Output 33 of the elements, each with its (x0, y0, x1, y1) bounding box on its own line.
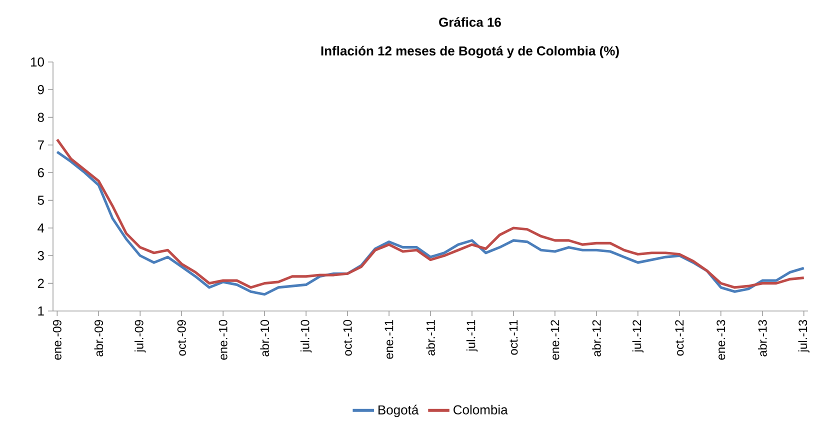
chart-title: Gráfica 16 (439, 17, 501, 27)
y-tick-label: 2 (38, 278, 44, 288)
y-tick-label: 9 (38, 85, 44, 94)
x-tick-label: abr.-09 (94, 320, 104, 356)
y-tick-label: 3 (38, 251, 44, 260)
x-tick-label: ene.-11 (384, 320, 394, 359)
y-tick-label: 5 (38, 196, 44, 205)
x-tick-label: ene.-09 (52, 320, 62, 360)
x-tick-label: ene.-10 (218, 320, 228, 360)
y-tick-label: 4 (38, 224, 44, 232)
x-tick-label: oct.-12 (675, 320, 684, 356)
y-tick-label: 10 (31, 57, 44, 67)
chart-subtitle: Inflación 12 meses de Bogotá y de Colombia (%) (321, 46, 619, 58)
x-tick-label: jul.-12 (632, 320, 644, 352)
legend-label: Colombia (454, 404, 508, 414)
x-tick-label: abr.-10 (260, 320, 269, 356)
legend-label: Bogotá (378, 404, 419, 418)
y-tick-label: 7 (38, 140, 44, 150)
x-tick-label: ene.-12 (550, 320, 560, 360)
x-tick-label: oct.-09 (177, 320, 186, 356)
x-tick-label: oct.-11 (509, 320, 518, 355)
x-tick-label: jul.-09 (134, 320, 146, 352)
y-tick-label: 1 (38, 306, 44, 316)
x-tick-label: abr.-11 (426, 320, 435, 356)
x-tick-label: oct.-10 (343, 320, 352, 356)
x-tick-label: jul.-10 (300, 320, 312, 352)
x-tick-label: abr.-12 (592, 320, 601, 356)
x-tick-label: jul.-11 (466, 320, 478, 352)
y-tick-label: 6 (38, 168, 44, 178)
x-tick-label: abr.-13 (758, 320, 767, 356)
x-tick-label: jul.-13 (798, 320, 810, 352)
x-tick-label: ene.-13 (716, 320, 726, 360)
y-tick-label: 8 (38, 112, 44, 122)
